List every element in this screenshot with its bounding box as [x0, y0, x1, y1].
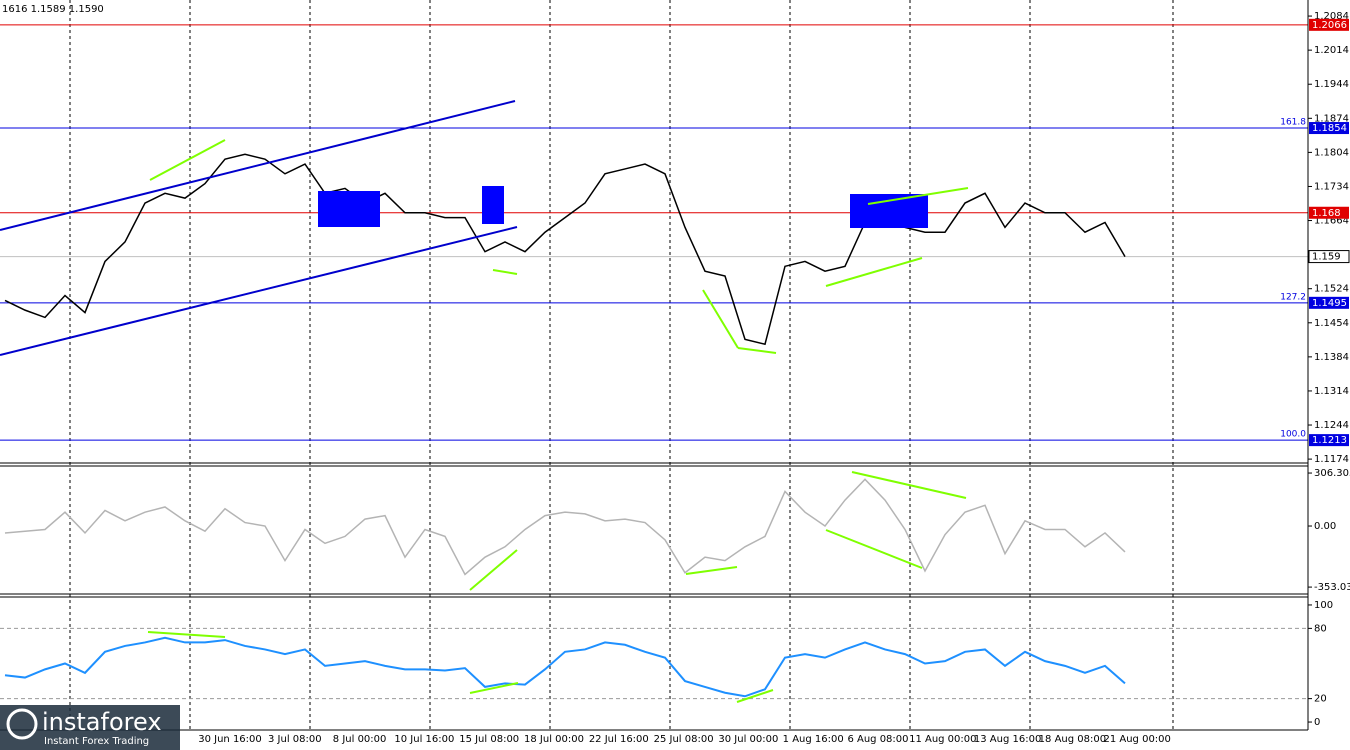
x-tick-label: 15 Jul 08:00: [459, 734, 519, 745]
price-label: 1.1495: [1312, 298, 1347, 309]
channel-line: [0, 226, 518, 356]
x-tick-label: 18 Aug 08:00: [1039, 734, 1106, 745]
y-tick-label: 0.00: [1314, 521, 1336, 532]
y-tick-label: 1.1384: [1314, 352, 1349, 363]
x-tick-label: 11 Aug 00:00: [909, 734, 976, 745]
price-label-bg: [1309, 206, 1349, 219]
fib-label: 127.2: [1280, 292, 1306, 302]
price-label: 1.159: [1312, 252, 1341, 263]
x-tick-label: 3 Jul 08:00: [268, 734, 322, 745]
y-tick-label: 0: [1314, 717, 1320, 728]
price-label-bg: [1309, 434, 1349, 447]
logo: instaforex Instant Forex Trading: [0, 705, 180, 750]
y-tick-label: 1.1314: [1314, 386, 1349, 397]
zone: [482, 186, 504, 224]
channel-line: [0, 100, 516, 231]
logo-icon: [6, 708, 38, 740]
price-label: 1.168: [1312, 208, 1341, 219]
y-tick-label: 1.2084: [1314, 11, 1349, 22]
price-label-bg: [1309, 122, 1349, 135]
brand: instaforex: [42, 708, 162, 736]
x-tick-label: 6 Aug 08:00: [847, 734, 908, 745]
y-tick-label: 1.1454: [1314, 318, 1349, 329]
y-tick-label: 1.1944: [1314, 79, 1349, 90]
x-tick-label: 22 Jul 16:00: [589, 734, 649, 745]
y-tick-label: 306.3051: [1314, 468, 1350, 479]
y-tick-label: 1.1664: [1314, 216, 1349, 227]
series-line: [4, 636, 1126, 698]
x-tick-label: 30 Jun 16:00: [198, 734, 262, 745]
y-tick-label: 100: [1314, 600, 1333, 611]
y-tick-label: 1.1734: [1314, 181, 1349, 192]
y-tick-label: 1.1244: [1314, 420, 1349, 431]
x-tick-label: 10 Jul 16:00: [394, 734, 454, 745]
x-tick-label: 25 Jul 08:00: [654, 734, 714, 745]
frame: [0, 0, 1309, 731]
y-tick-label: 1.1524: [1314, 284, 1349, 295]
x-tick-label: 1 Aug 16:00: [783, 734, 844, 745]
x-tick-label: 18 Jul 00:00: [524, 734, 584, 745]
y-tick-label: 1.1874: [1314, 113, 1349, 124]
zone: [850, 194, 928, 228]
y-tick-label: 1.2014: [1314, 45, 1349, 56]
tagline: Instant Forex Trading: [44, 736, 149, 747]
y-tick-label: 20: [1314, 694, 1327, 705]
header: 1616 1.1589 1.1590: [2, 4, 104, 15]
y-tick-label: 80: [1314, 623, 1327, 634]
annotations: [0, 100, 969, 703]
x-tick-label: 30 Jul 00:00: [718, 734, 778, 745]
price-label-bg: [1309, 18, 1349, 31]
fib-label: 161.8: [1280, 118, 1306, 128]
price-label-bg: [1308, 250, 1350, 264]
zone: [318, 191, 380, 227]
y-tick-label: 1.1804: [1314, 147, 1349, 158]
x-tick-label: 13 Aug 16:00: [974, 734, 1041, 745]
divergence-lines: [147, 139, 969, 703]
price-label: 1.1213: [1312, 435, 1347, 446]
y-tick-label: 1.1174: [1314, 454, 1349, 465]
price-label: 1.1854: [1312, 123, 1347, 134]
price-label: 1.2066: [1312, 20, 1347, 31]
series-line: [4, 478, 1126, 576]
series-line: [4, 153, 1126, 346]
x-tick-label: 8 Jul 00:00: [333, 734, 387, 745]
y-tick-label: -353.0356: [1314, 582, 1350, 593]
x-tick-label: 21 Aug 00:00: [1103, 734, 1170, 745]
price-label-bg: [1309, 296, 1349, 309]
fib-label: 100.0: [1280, 430, 1306, 440]
